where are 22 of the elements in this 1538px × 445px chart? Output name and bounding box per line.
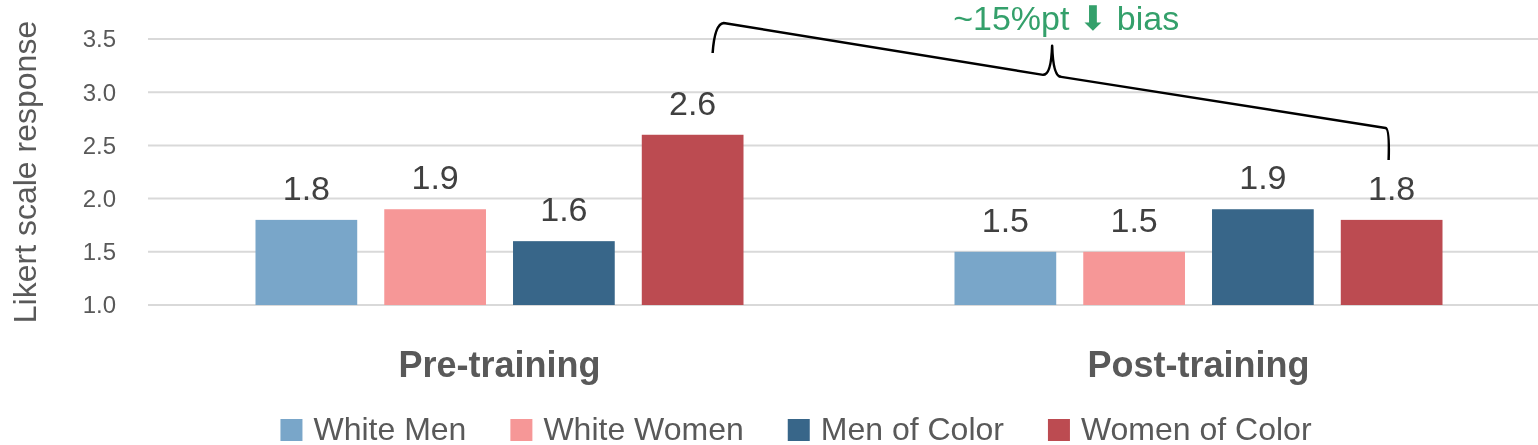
legend-label: Women of Color [1080,411,1312,445]
y-tick-label: 1.0 [82,291,116,319]
data-label: 1.8 [1368,168,1416,207]
data-label: 1.5 [981,200,1029,239]
y-tick-label: 1.5 [82,238,116,266]
data-label: 1.9 [411,158,459,197]
data-label: 1.9 [1239,158,1287,197]
y-tick-label: 2.5 [82,131,116,159]
y-axis-title: Likert scale response [7,20,43,324]
data-label: 2.6 [669,83,717,122]
y-tick-label: 3.0 [82,78,116,106]
data-label: 1.5 [1110,200,1158,239]
data-label: 1.8 [282,168,330,207]
text: ~15%pt ⬇ bias [953,0,1180,37]
y-tick-label: 2.0 [82,185,116,212]
legend-label: White Women [543,411,744,445]
legend-label: Men of Color [820,411,1005,445]
data-label: 1.6 [540,190,588,229]
legend-label: White Men [313,411,467,445]
y-tick-label: 3.5 [82,25,116,53]
x-tick-label: Pre-training [398,344,601,385]
x-tick-label: Post-training [1087,344,1310,385]
